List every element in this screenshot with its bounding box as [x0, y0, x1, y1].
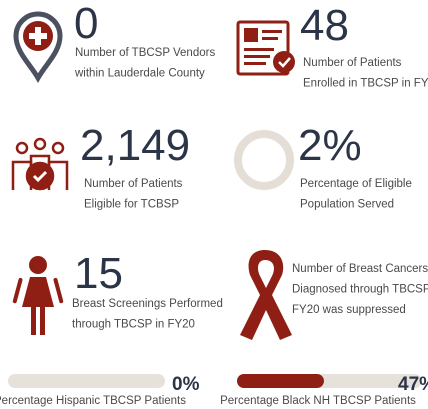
- certificate-icon: [236, 20, 295, 76]
- stat-value: 2,149: [80, 121, 190, 170]
- people-icon: [11, 137, 69, 191]
- stat-label: through TBCSP in FY20: [72, 319, 195, 331]
- stat-label: Percentage of Eligible: [300, 178, 412, 190]
- stat-value: 2%: [298, 121, 362, 170]
- bar-label: Percentage Hispanic TBCSP Patients: [0, 395, 186, 407]
- bar-track: [8, 374, 165, 388]
- stat-value: 0: [74, 0, 98, 48]
- bar-value: 47%: [398, 374, 428, 395]
- bar-value: 0%: [172, 374, 200, 395]
- stat-label: Breast Screenings Performed: [72, 298, 223, 310]
- woman-icon: [12, 256, 64, 335]
- stat-label: Number of TBCSP Vendors: [75, 47, 215, 59]
- stat-value: 48: [300, 1, 349, 50]
- stat-label: Number of Patients: [303, 57, 402, 69]
- stat-value: 15: [74, 249, 123, 298]
- ring: [234, 130, 294, 190]
- pin-icon: [13, 11, 63, 84]
- stat-label: Enrolled in TBCSP in FY20: [303, 78, 428, 90]
- stat-label: FY20 was suppressed: [292, 304, 406, 316]
- stat-label: Number of Patients: [84, 178, 183, 190]
- ribbon-icon: [240, 250, 292, 340]
- stat-label: within Lauderdale County: [74, 68, 205, 80]
- stat-label: Population Served: [300, 199, 394, 211]
- stat-label: Number of Breast Cancers: [292, 263, 428, 275]
- stat-label: Eligible for TCBSP: [84, 199, 179, 211]
- stat-label: Diagnosed through TBCSP in: [292, 284, 428, 296]
- bar-fill: [237, 374, 324, 388]
- bar-label: Percentage Black NH TBCSP Patients: [220, 395, 416, 407]
